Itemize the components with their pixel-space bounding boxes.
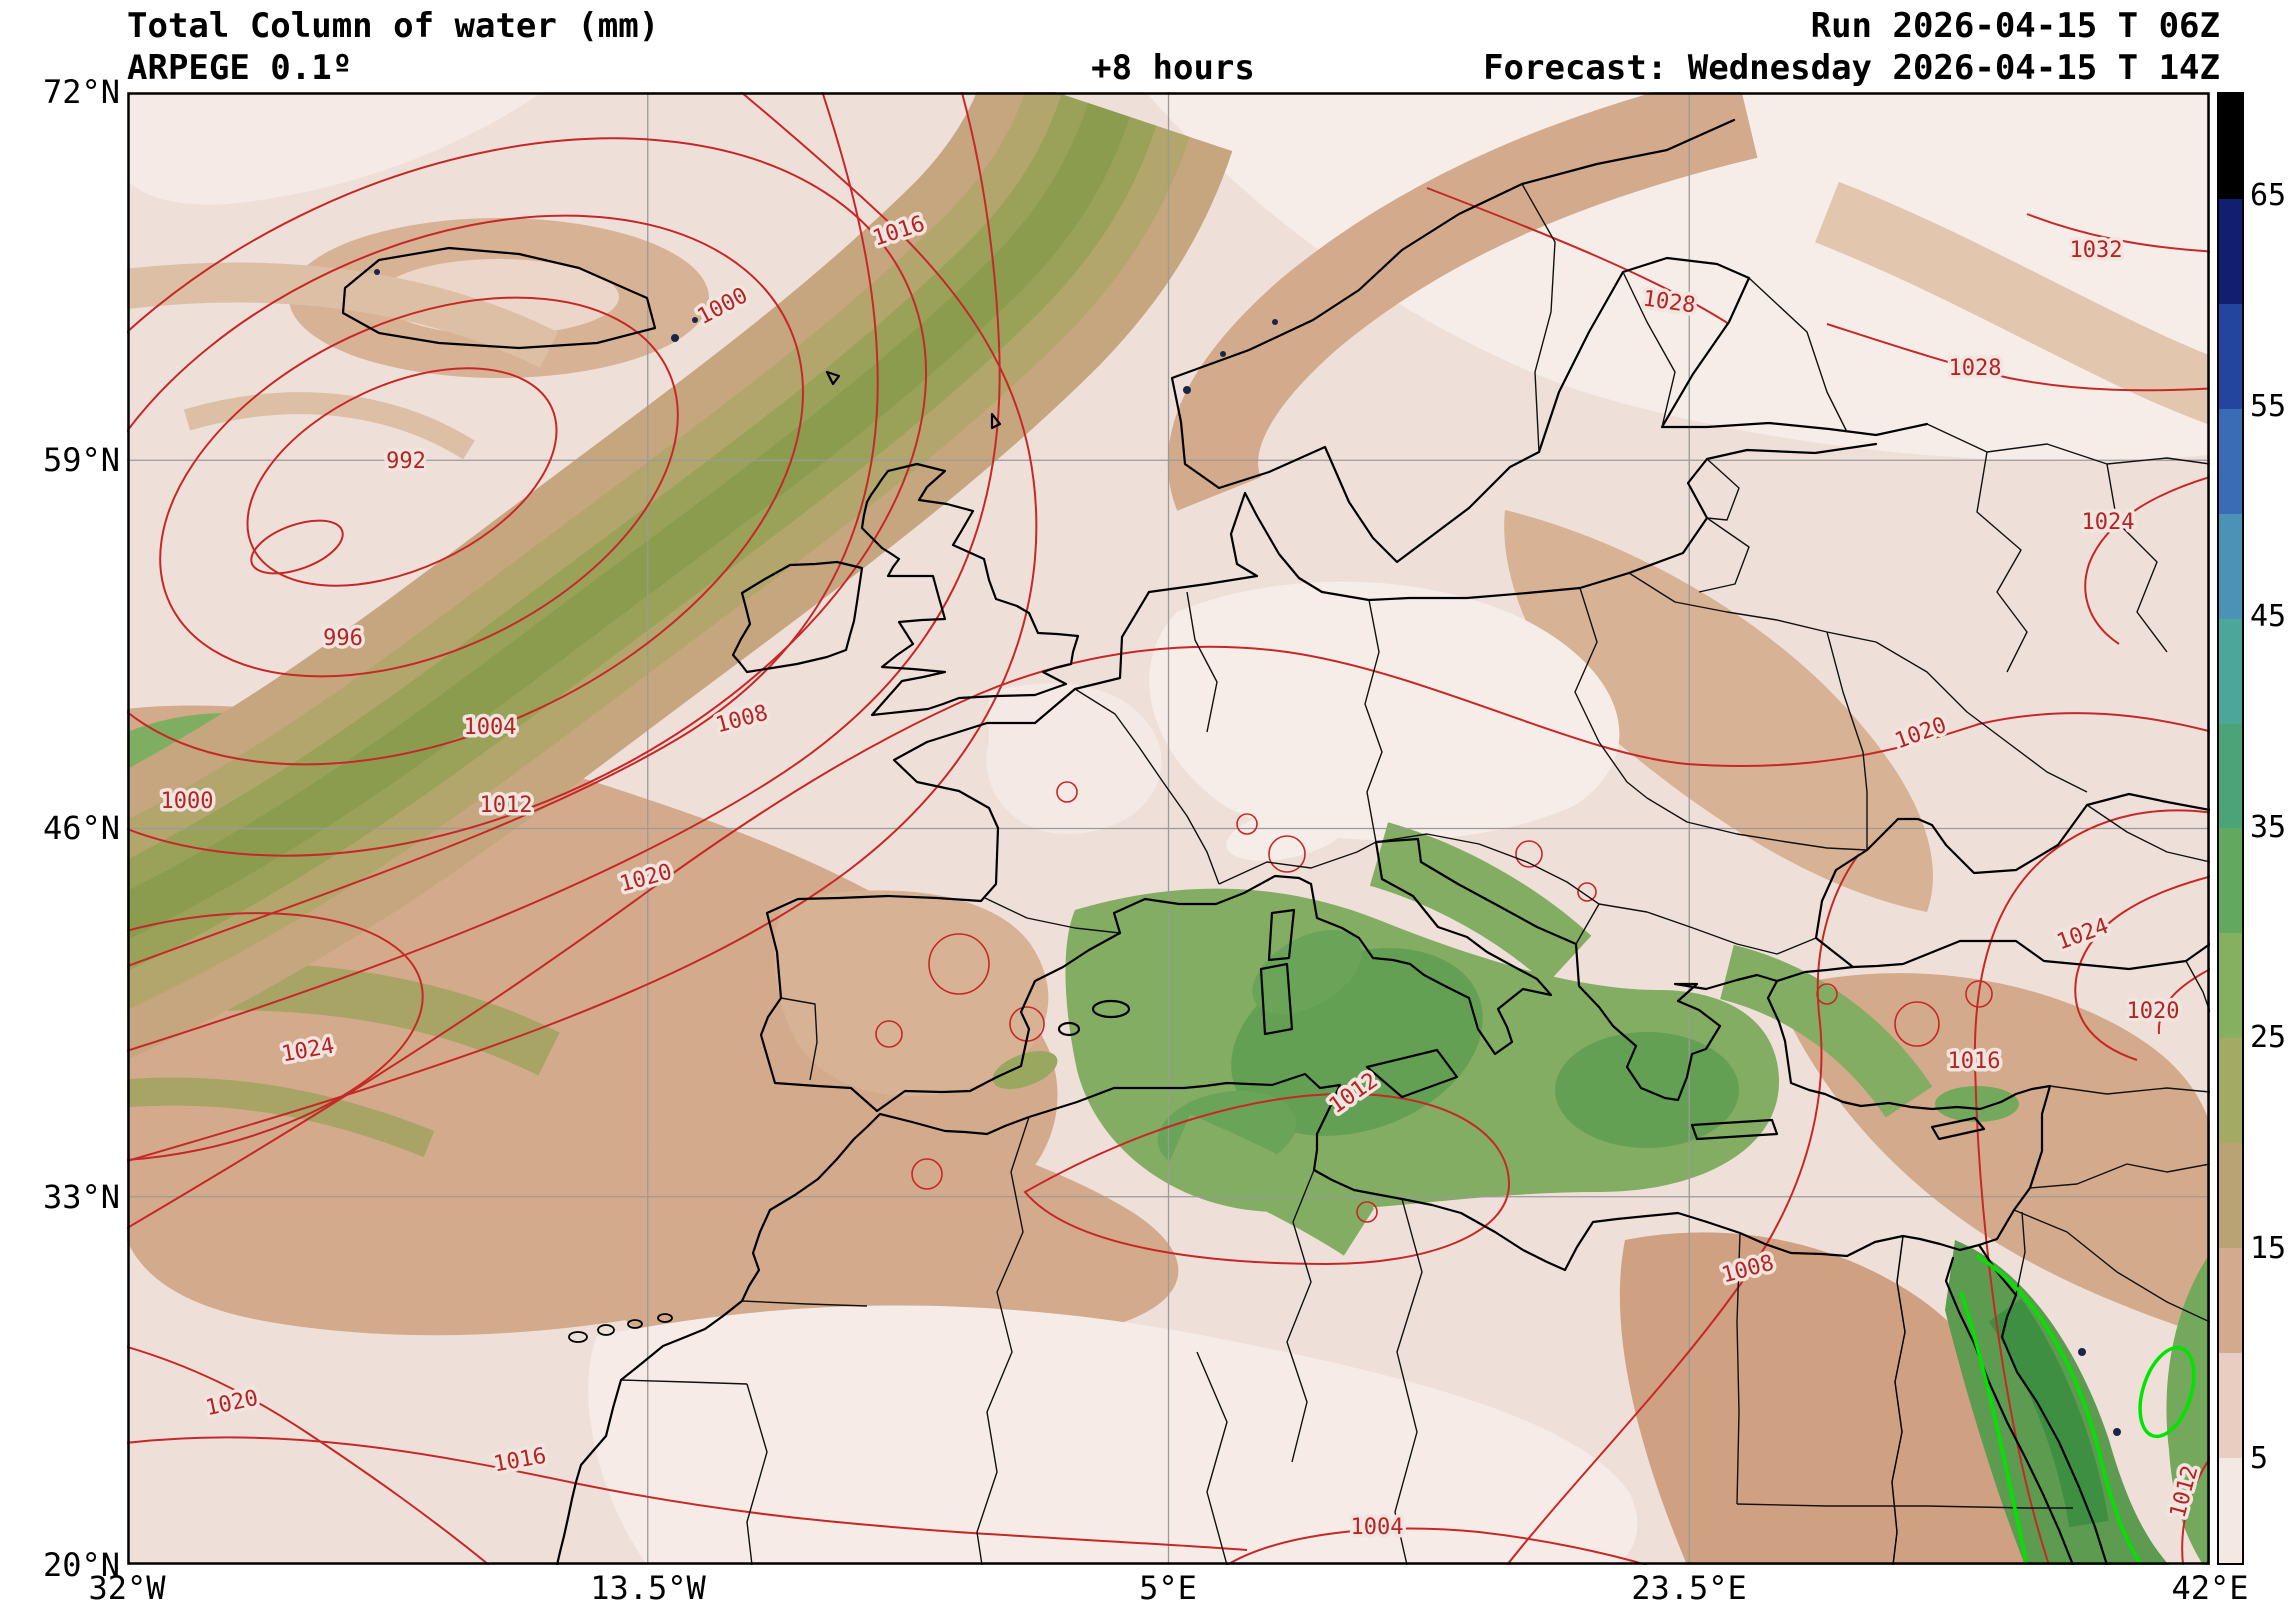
colorbar-segment: [2219, 303, 2242, 409]
x-tick-13-5W: 13.5°W: [590, 1569, 706, 1602]
latlon-gridlines: [127, 92, 2210, 1565]
model-info: ARPEGE 0.1º: [127, 48, 353, 88]
isobar-label: 1004: [464, 715, 517, 740]
isobar-label: 1016: [1948, 1049, 2001, 1074]
coastlines: [341, 118, 2210, 1565]
isobar-label: 1028: [1949, 356, 2002, 381]
y-tick-59N: 59°N: [42, 441, 120, 479]
colorbar-label-25: 25: [2250, 1020, 2287, 1055]
isobar-label: 1020: [2127, 999, 2180, 1024]
isobar-label: 1000: [161, 789, 214, 814]
forecast-info: Forecast: Wednesday 2026-04-15 T 14Z: [1483, 48, 2220, 88]
colorbar-segment: [2219, 1457, 2242, 1563]
colorbar-label-45: 45: [2250, 599, 2287, 634]
y-tick-72N: 72°N: [42, 73, 120, 111]
colorbar-segment: [2219, 1038, 2242, 1144]
colorbar-label-15: 15: [2250, 1231, 2287, 1266]
map-plot-area: 1016 1000 1028 1032 1028 992 996 1004 1008 1024 10…: [127, 92, 2210, 1565]
colorbar-segment: [2219, 828, 2242, 934]
x-tick-5E: 5°E: [1139, 1569, 1197, 1602]
x-tick-42E: 42°E: [2171, 1569, 2249, 1602]
colorbar-segment: [2219, 513, 2242, 619]
isobar-label: 1024: [2082, 510, 2135, 535]
isobar-label: 1032: [2070, 238, 2123, 263]
y-tick-33N: 33°N: [42, 1178, 120, 1216]
y-tick-20N: 20°N: [42, 1546, 120, 1584]
run-info: Run 2026-04-15 T 06Z: [1810, 6, 2220, 46]
x-tick-32W: 32°W: [88, 1569, 166, 1602]
colorbar-label-35: 35: [2250, 810, 2287, 845]
colorbar-segment: [2219, 94, 2242, 199]
isobar-label: 992: [386, 449, 426, 474]
colorbar-segment: [2219, 1353, 2242, 1458]
colorbar: [2217, 92, 2244, 1565]
colorbar-label-5: 5: [2250, 1441, 2269, 1476]
colorbar-segment: [2219, 723, 2242, 829]
high-moisture-highlight-contours: [1959, 1254, 2196, 1565]
x-tick-23-5E: 23.5°E: [1631, 1569, 1747, 1602]
page-title: Total Column of water (mm): [127, 6, 660, 46]
isobar-label: 1004: [1351, 1515, 1404, 1540]
country-borders: [620, 183, 2210, 1565]
colorbar-segment: [2219, 198, 2242, 304]
colorbar-segment: [2219, 1248, 2242, 1354]
isobar-label: 996: [323, 626, 363, 651]
colorbar-segment: [2219, 1143, 2242, 1249]
lead-time: +8 hours: [1091, 48, 1255, 88]
isobar-label: 1012: [480, 793, 533, 818]
colorbar-segment: [2219, 408, 2242, 514]
colorbar-label-55: 55: [2250, 389, 2287, 424]
y-tick-46N: 46°N: [42, 809, 120, 847]
colorbar-segment: [2219, 933, 2242, 1039]
colorbar-label-65: 65: [2250, 178, 2287, 213]
map-frame: [127, 92, 2210, 1565]
colorbar-segment: [2219, 618, 2242, 724]
